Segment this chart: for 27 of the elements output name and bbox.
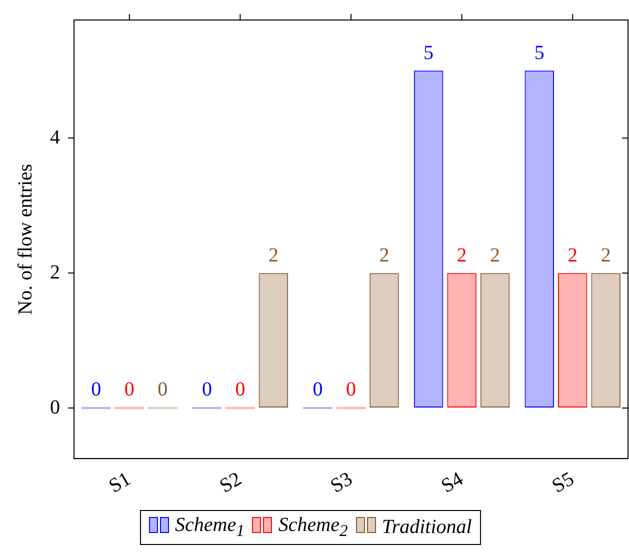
legend-label: Scheme$_{2}$ (278, 514, 348, 541)
data-label: 2 (268, 244, 278, 266)
legend-label: Traditional (382, 516, 472, 539)
data-label: 2 (456, 244, 467, 266)
legend-label: Scheme$_{1}$ (175, 514, 244, 541)
data-label: 0 (312, 378, 323, 400)
data-label: 0 (158, 378, 168, 400)
x-tick-label: S5 (548, 468, 578, 498)
x-tick-label: S2 (216, 468, 246, 498)
data-label: 5 (534, 42, 544, 64)
data-label: 0 (91, 378, 102, 400)
data-label: 5 (424, 42, 434, 64)
data-label: 2 (490, 244, 500, 266)
x-tick-label: S3 (326, 468, 356, 498)
x-tick-label: S4 (438, 468, 467, 498)
data-label: 0 (124, 378, 134, 400)
data-label: 2 (568, 244, 578, 266)
data-label: 0 (202, 378, 212, 400)
data-label: 0 (346, 378, 356, 400)
y-axis-title: No. of flow entries (14, 164, 36, 315)
y-tick-label: 0 (50, 396, 60, 418)
x-tick-label: S1 (105, 468, 135, 498)
data-label: 2 (379, 244, 390, 266)
y-tick-label: 4 (50, 126, 60, 148)
data-label: 0 (235, 378, 246, 400)
y-tick-label: 2 (50, 261, 60, 284)
data-label: 2 (600, 244, 611, 266)
